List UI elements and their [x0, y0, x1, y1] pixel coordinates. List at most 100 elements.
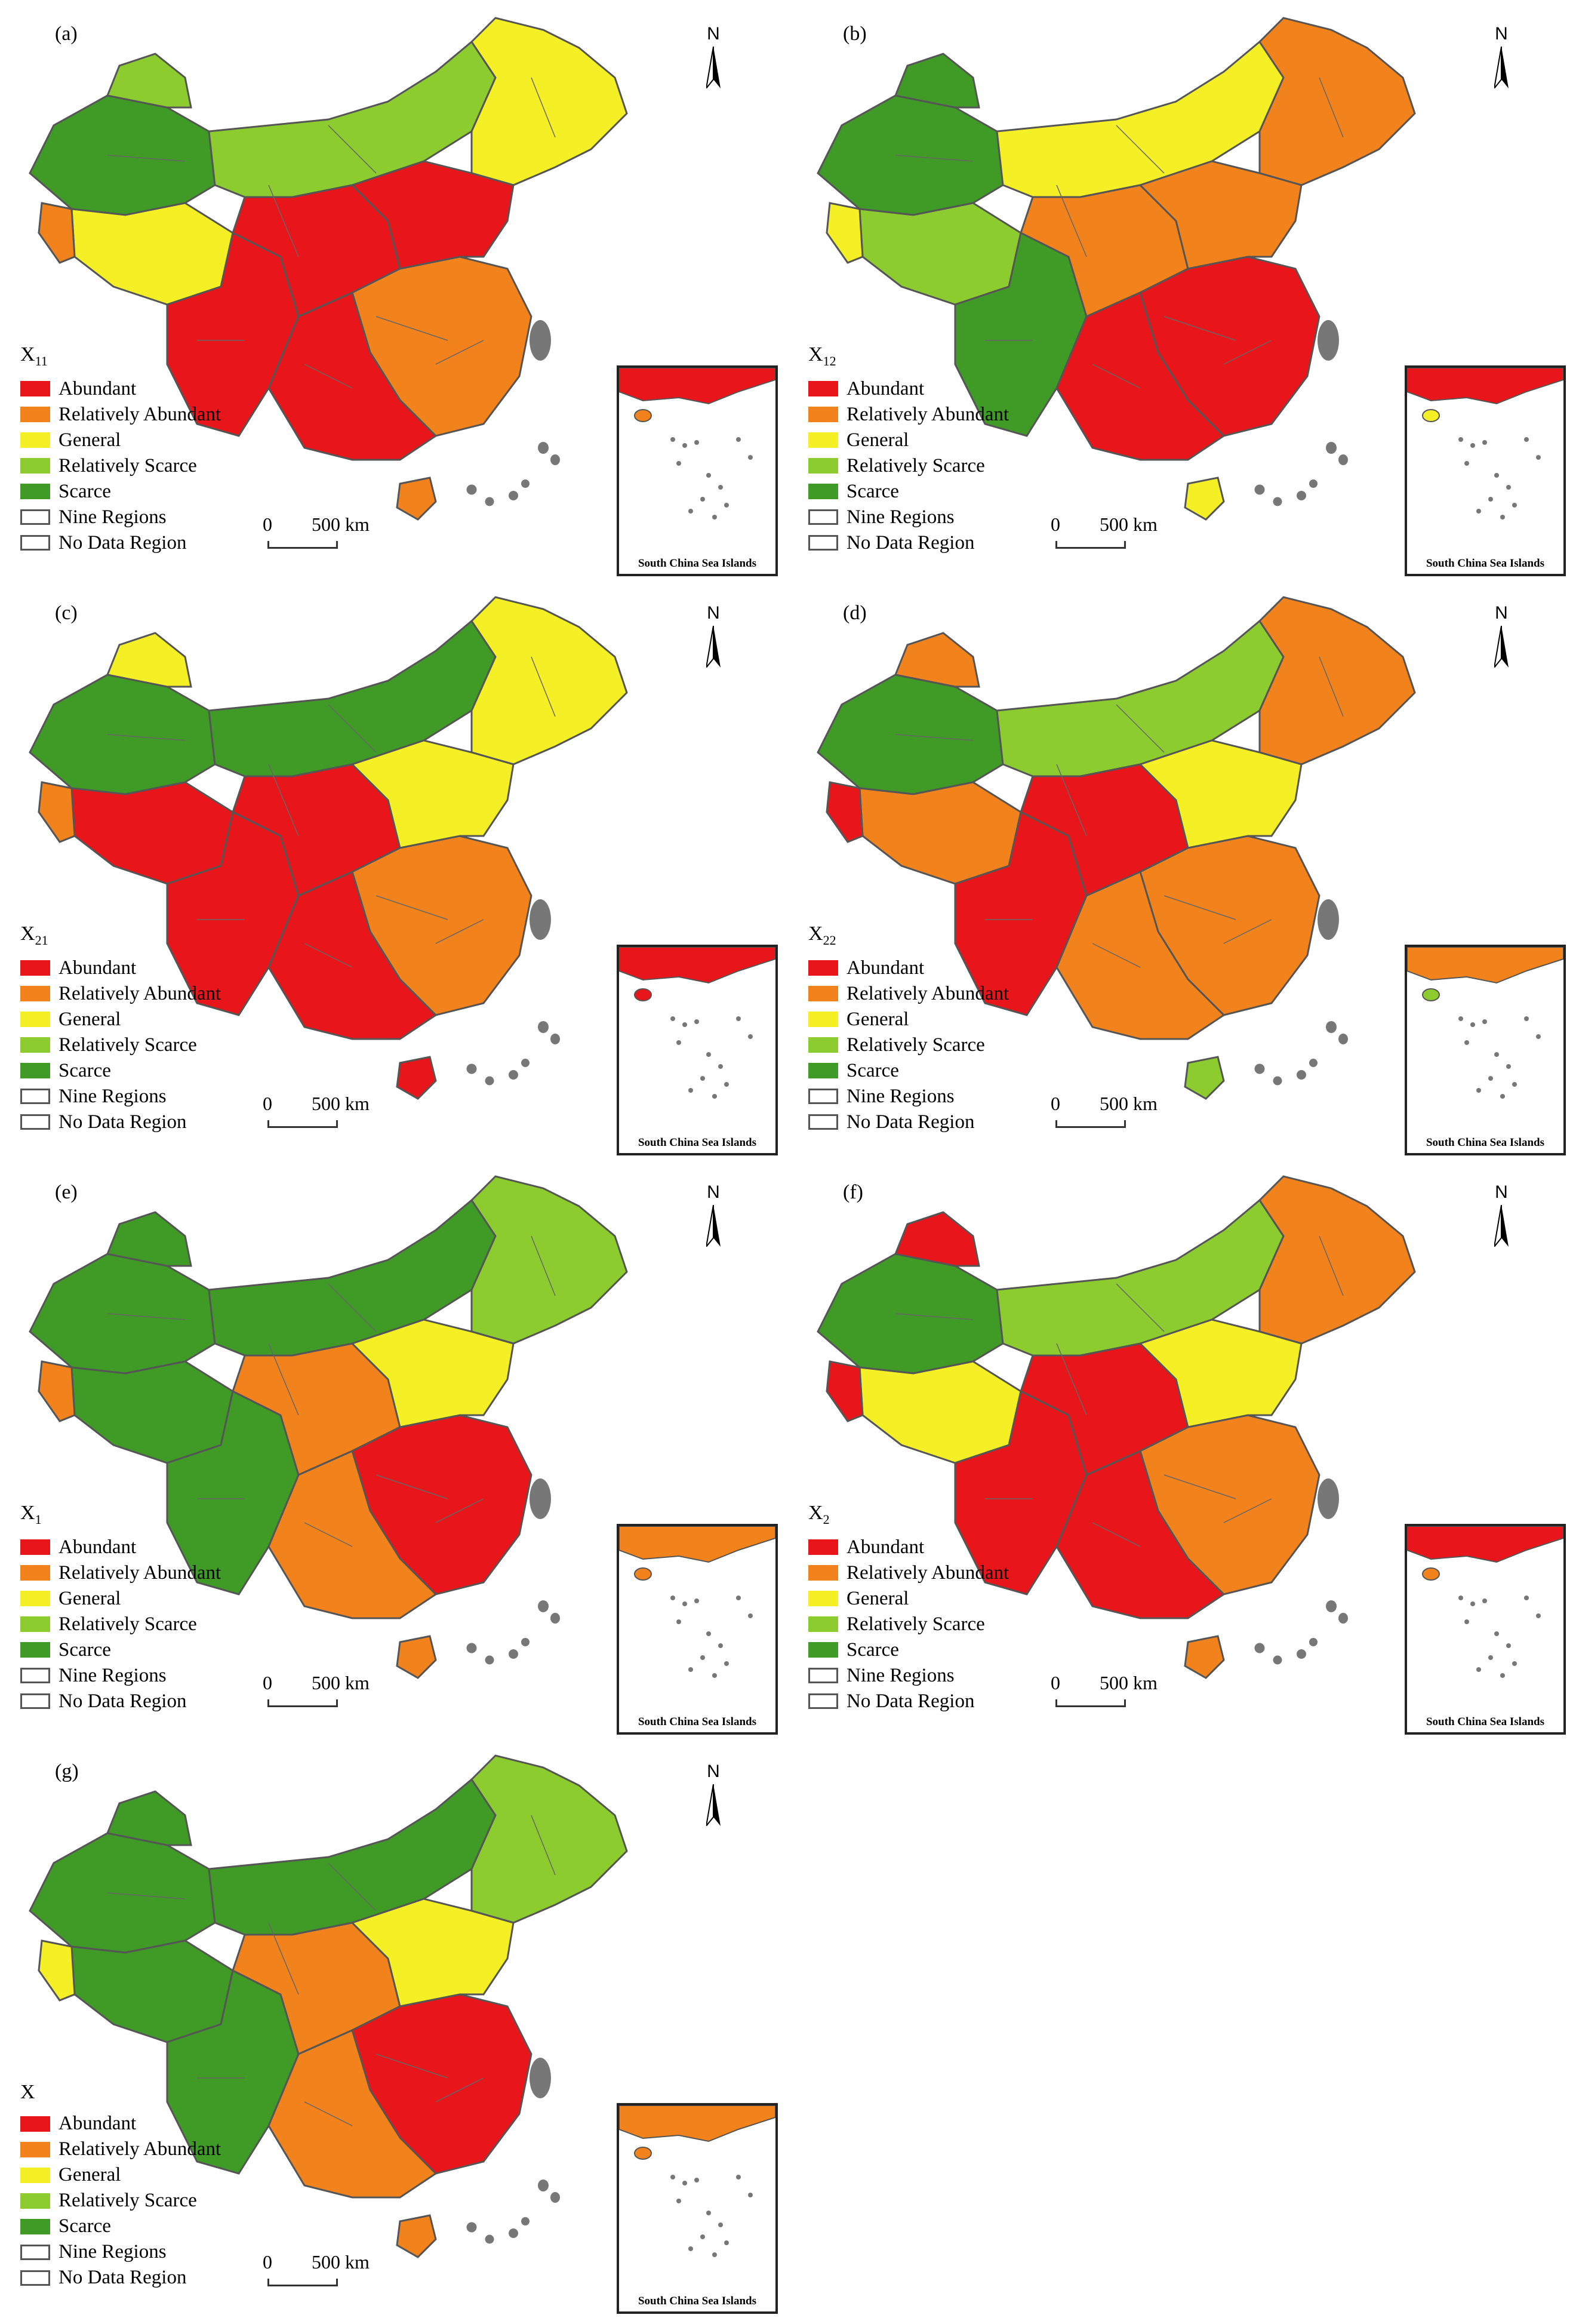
district-boundary	[1056, 185, 1087, 257]
legend-swatch	[20, 960, 50, 976]
scale-zero: 0	[263, 514, 272, 535]
legend-label: Relatively Abundant	[59, 2138, 221, 2160]
region-north-xinjiang	[894, 1211, 980, 1267]
inset-island	[1476, 509, 1481, 514]
legend-swatch	[808, 1012, 838, 1028]
inset-island	[694, 1019, 699, 1024]
panel-label: (d)	[843, 602, 867, 624]
legend-label: Relatively Abundant	[59, 982, 221, 1004]
island	[1338, 1613, 1348, 1624]
inset-island	[676, 461, 681, 466]
legend-title: X21	[20, 923, 221, 948]
inset-map: South China Sea Islands	[617, 2103, 778, 2314]
legend-item: Scarce	[808, 479, 1009, 505]
inset-island	[700, 1076, 705, 1081]
island	[1326, 1600, 1337, 1612]
inset-map: South China Sea Islands	[617, 945, 778, 1155]
inset-island	[1470, 443, 1475, 448]
region-northeast	[1258, 1175, 1416, 1345]
inset-map: South China Sea Islands	[1405, 1524, 1566, 1735]
district-boundary	[531, 77, 556, 138]
inset-island	[682, 2181, 687, 2185]
legend-item: No Data Region	[808, 1109, 1009, 1135]
district-boundary	[304, 364, 353, 389]
inset-island	[1470, 1022, 1475, 1027]
north-letter: N	[707, 1182, 720, 1202]
district-boundary	[531, 1815, 556, 1876]
legend-label: Abundant	[59, 377, 137, 399]
region-north-china	[350, 1898, 515, 2008]
legend-label: Nine Regions	[59, 2241, 167, 2262]
legend-swatch	[808, 1037, 838, 1053]
legend-title: X	[20, 2081, 221, 2104]
north-arrow-icon	[706, 47, 721, 88]
inset-island	[1464, 1619, 1469, 1624]
region-north-china	[1138, 160, 1303, 270]
north-arrow-icon	[706, 626, 721, 668]
scale-bar: 0 500 km	[263, 2251, 370, 2287]
region-hainan	[396, 2214, 437, 2258]
inset-island	[1500, 1673, 1505, 1678]
inset-island	[1482, 440, 1487, 445]
legend-item: Abundant	[808, 1535, 1009, 1560]
district-boundary	[1223, 1498, 1272, 1523]
inset-island	[1536, 1034, 1541, 1039]
legend-swatch	[20, 484, 50, 500]
region-xinjiang	[29, 674, 216, 795]
island	[550, 1034, 560, 1044]
inset-svg	[619, 1526, 775, 1678]
inset-caption: South China Sea Islands	[638, 1136, 756, 1149]
legend-label: Nine Regions	[847, 506, 955, 528]
district-boundary	[531, 1235, 556, 1296]
panel-label: (f)	[843, 1181, 863, 1203]
north-letter: N	[1495, 603, 1508, 623]
legend-title: X12	[808, 343, 1009, 369]
region-west-tibet	[38, 781, 76, 843]
inset-island	[688, 2246, 693, 2251]
inset-hainan	[634, 988, 652, 1001]
district-boundary	[107, 1892, 186, 1899]
island	[1338, 1034, 1348, 1044]
legend-item: Relatively Abundant	[808, 1560, 1009, 1586]
region-northeast	[470, 596, 628, 766]
legend-item: Scarce	[20, 1058, 221, 1084]
legend-swatch	[808, 1693, 838, 1710]
district-boundary	[328, 125, 377, 174]
region-tibet	[858, 202, 1022, 306]
legend-label: No Data Region	[59, 1111, 187, 1133]
legend-variable: X	[808, 923, 823, 945]
legend-item: Relatively Abundant	[808, 981, 1009, 1007]
region-north-china	[1138, 739, 1303, 849]
legend-item: Nine Regions	[20, 1084, 221, 1109]
inset-island	[736, 2175, 741, 2179]
island	[509, 2228, 518, 2238]
inset-mainland	[619, 1526, 775, 1563]
legend-item: Scarce	[20, 2214, 221, 2239]
north-arrow: N	[695, 1762, 731, 1833]
legend-item: Relatively Scarce	[20, 1032, 221, 1058]
legend-item: Relatively Scarce	[20, 2188, 221, 2214]
inset-island	[1488, 1076, 1493, 1081]
scale-zero: 0	[263, 2251, 272, 2273]
legend: X11 Abundant Relatively Abundant General Rel…	[20, 343, 221, 556]
legend-swatch	[808, 960, 838, 976]
legend-label: Relatively Abundant	[847, 1561, 1009, 1584]
legend-item: Scarce	[20, 1637, 221, 1663]
north-arrow: N	[695, 603, 731, 675]
district-boundary	[1092, 943, 1141, 968]
legend-swatch	[20, 1539, 50, 1556]
inset-svg	[619, 368, 775, 519]
region-south	[1055, 291, 1226, 461]
legend-item: Nine Regions	[20, 1663, 221, 1689]
legend-label: Abundant	[59, 2113, 137, 2134]
legend-label: Relatively Scarce	[59, 2190, 197, 2211]
inset-island	[748, 1613, 753, 1618]
map-panel: (c) N X21 Abundant Relatively Abundant Genera…	[0, 579, 788, 1158]
scale-distance: 500 km	[312, 2251, 370, 2273]
region-tibet	[70, 202, 234, 306]
north-letter: N	[1495, 24, 1508, 44]
legend-item: No Data Region	[20, 2265, 221, 2291]
north-letter: N	[707, 24, 720, 44]
scale-line	[1055, 1699, 1126, 1707]
inset-svg	[619, 947, 775, 1099]
